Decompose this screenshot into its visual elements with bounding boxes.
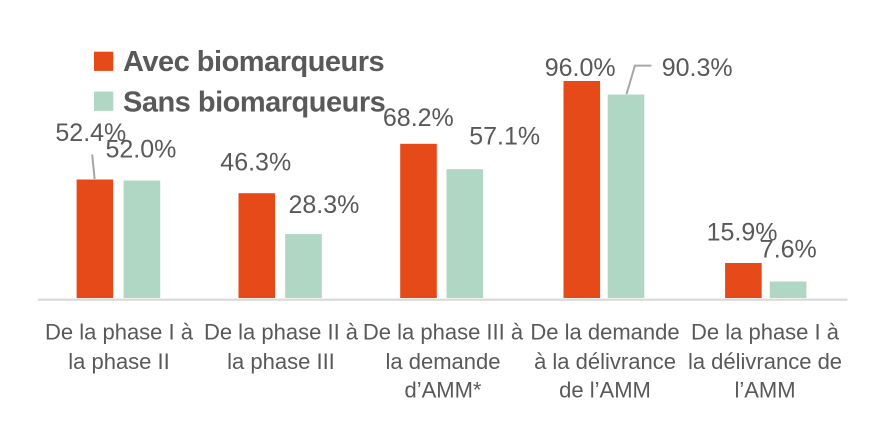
svg-text:7.6%: 7.6% (760, 236, 817, 264)
svg-text:De la phase I à: De la phase I à (691, 320, 840, 345)
svg-text:De la demande: De la demande (530, 320, 679, 345)
svg-text:De la phase I à: De la phase I à (45, 320, 194, 345)
svg-text:de l’AMM: de l’AMM (559, 377, 651, 402)
svg-text:52.4%: 52.4% (55, 119, 126, 147)
svg-text:46.3%: 46.3% (220, 148, 291, 176)
svg-text:à la délivrance: à la délivrance (534, 349, 676, 374)
svg-text:52.0%: 52.0% (106, 135, 177, 163)
svg-text:la phase II: la phase II (68, 349, 170, 374)
svg-text:57.1%: 57.1% (469, 122, 540, 150)
svg-text:d’AMM*: d’AMM* (404, 377, 481, 402)
svg-text:Avec biomarqueurs: Avec biomarqueurs (123, 46, 384, 78)
svg-text:la demande: la demande (386, 349, 501, 374)
svg-text:l’AMM: l’AMM (734, 377, 795, 402)
svg-text:90.3%: 90.3% (662, 54, 733, 82)
svg-text:96.0%: 96.0% (545, 54, 616, 82)
svg-text:Sans biomarqueurs: Sans biomarqueurs (123, 86, 385, 118)
svg-text:68.2%: 68.2% (383, 104, 454, 132)
svg-text:De la phase II à: De la phase II à (204, 320, 359, 345)
svg-text:la phase III: la phase III (227, 349, 335, 374)
svg-text:De la phase III à: De la phase III à (363, 320, 524, 345)
svg-text:28.3%: 28.3% (289, 191, 360, 219)
svg-text:la délivrance de: la délivrance de (688, 349, 842, 374)
svg-text:15.9%: 15.9% (707, 219, 778, 247)
